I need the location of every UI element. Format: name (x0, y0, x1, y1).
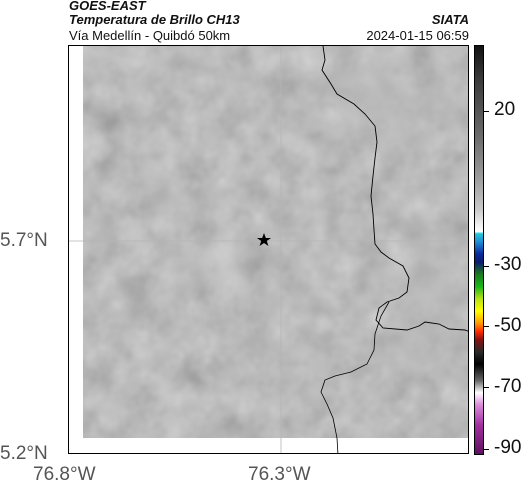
municipal-border (320, 301, 390, 453)
satellite-map[interactable] (68, 45, 469, 454)
lat-label-5-2: 5.2°N (0, 443, 48, 464)
lat-label-5-7: 5.7°N (0, 230, 48, 251)
colorbar-tick (484, 449, 489, 450)
department-border (321, 46, 468, 332)
product-title: Temperatura de Brillo CH13 (69, 12, 240, 27)
colorbar-tick (484, 266, 489, 267)
colorbar-label: -50 (494, 315, 522, 336)
map-raster (83, 46, 468, 438)
satellite-title: GOES-EAST (69, 0, 146, 13)
colorbar-label: -90 (494, 437, 522, 458)
colorbar (474, 45, 484, 455)
colorbar-label: -70 (494, 376, 522, 397)
lon-label-76-3: 76.3°W (248, 464, 311, 485)
map-canvas (69, 46, 468, 453)
colorbar-label: 20 (494, 99, 516, 120)
colorbar-label: -30 (494, 254, 522, 275)
route-subtitle: Vía Medellín - Quibdó 50km (69, 28, 231, 43)
colorbar-tick (484, 387, 489, 388)
lon-label-76-8: 76.8°W (33, 464, 96, 485)
datetime-label: 2024-01-15 06:59 (366, 28, 469, 43)
star-icon (257, 233, 271, 246)
colorbar-tick (484, 326, 489, 327)
colorbar-tick (484, 111, 489, 112)
org-label: SIATA (431, 12, 469, 27)
